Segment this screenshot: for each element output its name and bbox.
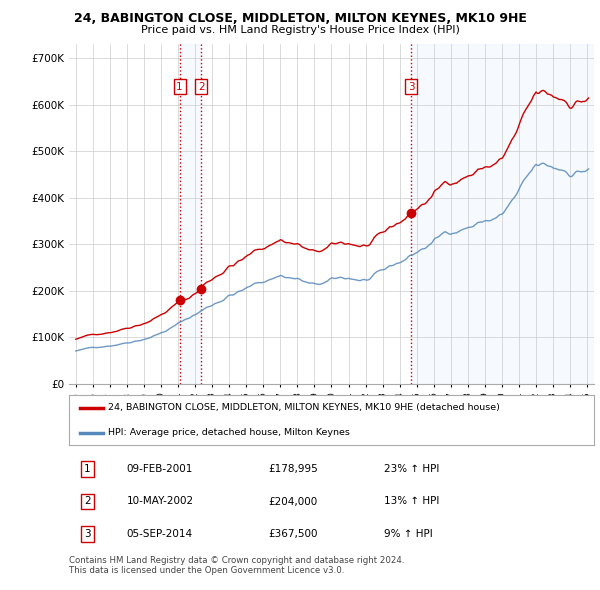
Text: 3: 3 <box>408 81 415 91</box>
Text: 09-FEB-2001: 09-FEB-2001 <box>127 464 193 474</box>
Text: 10-MAY-2002: 10-MAY-2002 <box>127 497 194 506</box>
Text: 1: 1 <box>84 464 91 474</box>
Text: 23% ↑ HPI: 23% ↑ HPI <box>384 464 439 474</box>
Text: 05-SEP-2014: 05-SEP-2014 <box>127 529 193 539</box>
Text: HPI: Average price, detached house, Milton Keynes: HPI: Average price, detached house, Milt… <box>109 428 350 437</box>
Text: 2: 2 <box>198 81 205 91</box>
Bar <box>179 44 201 384</box>
Text: 2: 2 <box>84 497 91 506</box>
Text: 13% ↑ HPI: 13% ↑ HPI <box>384 497 439 506</box>
Text: £367,500: £367,500 <box>269 529 318 539</box>
Bar <box>411 44 594 384</box>
Text: 9% ↑ HPI: 9% ↑ HPI <box>384 529 433 539</box>
Text: 3: 3 <box>84 529 91 539</box>
Text: Contains HM Land Registry data © Crown copyright and database right 2024.
This d: Contains HM Land Registry data © Crown c… <box>69 556 404 575</box>
Text: £204,000: £204,000 <box>269 497 318 506</box>
Text: 24, BABINGTON CLOSE, MIDDLETON, MILTON KEYNES, MK10 9HE: 24, BABINGTON CLOSE, MIDDLETON, MILTON K… <box>74 12 526 25</box>
Text: 24, BABINGTON CLOSE, MIDDLETON, MILTON KEYNES, MK10 9HE (detached house): 24, BABINGTON CLOSE, MIDDLETON, MILTON K… <box>109 404 500 412</box>
Text: 1: 1 <box>176 81 183 91</box>
Text: Price paid vs. HM Land Registry's House Price Index (HPI): Price paid vs. HM Land Registry's House … <box>140 25 460 35</box>
Text: £178,995: £178,995 <box>269 464 318 474</box>
